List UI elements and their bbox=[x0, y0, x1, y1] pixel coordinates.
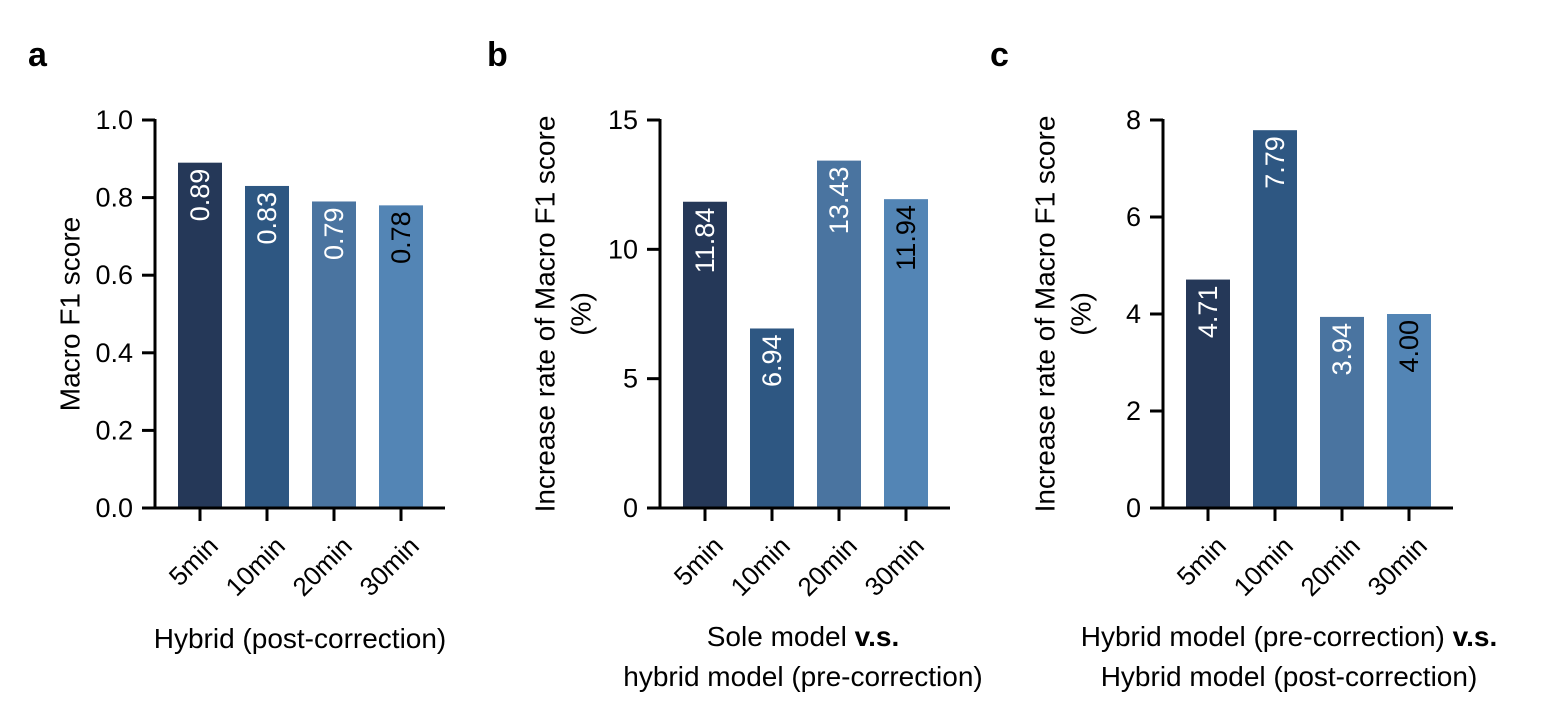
y-tick-label: 0.4 bbox=[95, 338, 133, 368]
x-axis-title-segment: v.s. bbox=[855, 621, 900, 652]
bar-10min bbox=[1253, 130, 1297, 508]
y-tick-label: 15 bbox=[608, 105, 638, 135]
panel-letter: b bbox=[487, 36, 508, 74]
bar-5min bbox=[178, 162, 222, 508]
y-tick-label: 0.2 bbox=[95, 415, 133, 445]
bar-5min bbox=[1186, 279, 1230, 508]
x-tick-label: 5min bbox=[668, 531, 729, 592]
bar-20min bbox=[817, 160, 861, 509]
y-axis-label: (%) bbox=[566, 292, 597, 336]
bar-value-label: 11.94 bbox=[891, 205, 921, 271]
x-axis-title-segment: v.s. bbox=[1453, 621, 1498, 652]
bar-value-label: 0.89 bbox=[185, 169, 215, 222]
y-tick-label: 0.0 bbox=[95, 493, 133, 523]
bar-value-label: 0.83 bbox=[252, 192, 282, 245]
bar-10min bbox=[750, 328, 794, 508]
x-axis-title: Sole model v.s. bbox=[707, 621, 900, 652]
y-tick-label: 10 bbox=[608, 234, 638, 264]
bar-30min bbox=[884, 199, 928, 509]
bar-value-label: 3.94 bbox=[1327, 323, 1357, 376]
x-axis-title: Hybrid model (post-correction) bbox=[1101, 661, 1478, 692]
bar-value-label: 4.71 bbox=[1193, 286, 1223, 339]
x-tick-label: 30min bbox=[1362, 531, 1433, 602]
y-axis-label: Increase rate of Macro F1 score bbox=[530, 116, 561, 513]
x-axis-title: Hybrid model (pre-correction) v.s. bbox=[1081, 621, 1498, 652]
bar-value-label: 13.43 bbox=[824, 167, 854, 235]
x-tick-label: 10min bbox=[725, 531, 796, 602]
y-axis-label: (%) bbox=[1066, 292, 1097, 336]
panel-b: b 11.84 6.94 13.43 11.94 0 5 10 15 5min10min20min… bbox=[487, 36, 983, 692]
y-tick-label: 0.6 bbox=[95, 260, 133, 290]
x-tick-label: 30min bbox=[859, 531, 930, 602]
x-axis-title-segment: Hybrid model (post-correction) bbox=[1101, 661, 1478, 692]
y-tick-label: 1.0 bbox=[95, 105, 133, 135]
x-tick-label: 10min bbox=[220, 531, 291, 602]
y-tick-label: 5 bbox=[623, 364, 638, 394]
x-axis-title-segment: hybrid model (pre-correction) bbox=[623, 661, 982, 692]
y-tick-label: 6 bbox=[1126, 202, 1141, 232]
x-axis-title-segment: Hybrid model (pre-correction) bbox=[1081, 621, 1453, 652]
y-tick-label: 8 bbox=[1126, 105, 1141, 135]
bar-value-label: 7.79 bbox=[1260, 136, 1290, 189]
x-axis-title: hybrid model (pre-correction) bbox=[623, 661, 982, 692]
bar-value-label: 6.94 bbox=[757, 334, 787, 387]
bar-5min bbox=[683, 201, 727, 509]
x-tick-label: 5min bbox=[1171, 531, 1232, 592]
y-axis-label: Macro F1 score bbox=[55, 217, 86, 412]
x-tick-label: 30min bbox=[354, 531, 425, 602]
y-tick-label: 4 bbox=[1126, 299, 1141, 329]
y-tick-label: 0 bbox=[623, 493, 638, 523]
bar-10min bbox=[245, 185, 289, 508]
bar-value-label: 0.78 bbox=[386, 211, 416, 264]
y-tick-label: 0 bbox=[1126, 493, 1141, 523]
panel-letter: c bbox=[990, 36, 1009, 74]
bar-value-label: 0.79 bbox=[319, 207, 349, 260]
bar-value-label: 4.00 bbox=[1394, 320, 1424, 373]
y-tick-label: 2 bbox=[1126, 396, 1141, 426]
bar-30min bbox=[379, 205, 423, 509]
y-axis-label: Increase rate of Macro F1 score bbox=[1030, 116, 1061, 513]
x-tick-label: 20min bbox=[1295, 531, 1366, 602]
x-axis-title-segment: Sole model bbox=[707, 621, 855, 652]
bar-30min bbox=[1387, 314, 1431, 508]
panel-a: a 0.89 0.83 0.79 0.78 0.0 0.2 0.4 0.6 0.8 1.0 5min1… bbox=[28, 36, 446, 654]
y-tick-label: 0.8 bbox=[95, 183, 133, 213]
x-tick-label: 10min bbox=[1228, 531, 1299, 602]
bar-20min bbox=[1320, 316, 1364, 508]
panel-c: c 4.71 7.79 3.94 4.00 0 2 4 6 8 5min10min20min30mi… bbox=[990, 36, 1497, 692]
x-tick-label: 20min bbox=[792, 531, 863, 602]
x-tick-label: 20min bbox=[287, 531, 358, 602]
bar-20min bbox=[312, 201, 356, 509]
panel-letter: a bbox=[28, 36, 48, 74]
x-axis-title-segment: Hybrid (post-correction) bbox=[154, 623, 447, 654]
bar-value-label: 11.84 bbox=[690, 208, 720, 274]
x-tick-label: 5min bbox=[163, 531, 224, 592]
x-axis-title: Hybrid (post-correction) bbox=[154, 623, 447, 654]
